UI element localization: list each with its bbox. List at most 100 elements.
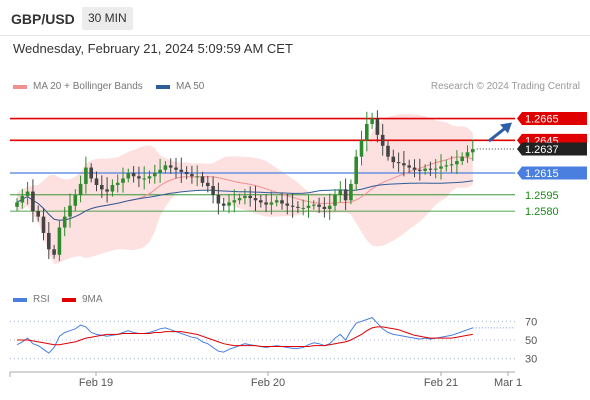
candle-body [407,165,411,168]
research-credit: Research © 2024 Trading Central [430,81,580,92]
candle-body [57,227,62,255]
candle-body [200,176,205,183]
candle-body [243,195,247,199]
candle-body [94,178,99,186]
candle-body [380,134,385,146]
legend-9ma: 9MA [62,294,103,305]
candle-body [31,191,35,212]
candle-body [391,156,396,163]
candle-body [259,200,263,203]
candle-body [78,183,83,195]
chart-header: GBP/USD 30 MIN [0,0,590,36]
candle-body [20,195,25,203]
legend-rsi-label: RSI [33,294,50,305]
candle-body [84,167,88,184]
candle-body [126,173,131,179]
candle-body [396,162,401,164]
candle-body [460,156,464,162]
candle-body [290,205,295,207]
candle-body [343,189,348,201]
candle-body [253,198,258,201]
candle-body [423,168,427,171]
ma20-swatch [13,84,27,89]
candle-body [365,123,369,141]
candle-body [248,195,252,199]
time-tick-label: Feb 21 [424,377,458,389]
candle-body [296,206,300,208]
time-tick-label: Mar 1 [494,377,522,389]
candle-body [285,203,290,206]
level-label-bg-pivot [517,166,587,180]
candle-body [370,118,374,124]
candle-body [41,216,46,233]
candle-body [153,173,157,177]
ma50-swatch [156,84,170,89]
time-tick-label: Feb 19 [79,377,113,389]
candle-body [412,167,417,170]
candle-body [110,185,115,192]
candle-body [471,149,475,153]
level-label-current: 1.2637 [525,144,559,156]
legend-ma50-label: MA 50 [176,81,205,92]
rsi-ma-line [17,326,473,347]
legend-ma20-label: MA 20 + Bollinger Bands [33,81,143,92]
candle-body [327,205,332,209]
candle-body [142,178,146,180]
level-label-support: 1.2595 [525,190,559,202]
candle-body [105,189,109,192]
candle-body [174,167,178,170]
candle-body [158,169,162,174]
candle-body [375,118,380,135]
candle-body [147,176,152,179]
rsi-swatch [13,297,27,302]
datetime-label: Wednesday, February 21, 2024 5:09:59 AM … [13,41,293,56]
candle-body [349,183,353,201]
candle-body [338,189,343,195]
candle-body [73,194,78,206]
level-label-support: 1.2580 [525,206,559,218]
candle-body [237,198,242,201]
candle-body [264,202,268,205]
candle-body [216,194,221,204]
candle-body [301,207,305,209]
candle-body [333,194,337,206]
level-label-bg-resistance [517,112,587,126]
projection-arrow-head [500,122,512,134]
time-tick-label: Feb 20 [251,377,285,389]
candle-body [444,165,449,167]
candle-body [137,176,141,179]
candle-body [306,205,311,208]
candle-body [386,145,390,157]
rsi-tick-label: 70 [525,316,537,328]
candle-body [25,191,30,196]
candle-body [354,156,358,184]
candle-body [89,167,93,179]
candle-body [36,211,40,217]
timeframe-badge[interactable]: 30 MIN [82,7,133,30]
rsi-tick-label: 30 [525,354,537,366]
level-label-pivot: 1.2615 [525,168,559,180]
candle-body [206,182,210,187]
candle-body [221,203,226,206]
rsi-line [16,317,473,354]
level-label-bg-current [517,142,587,156]
candle-body [428,168,433,170]
candle-body [121,178,125,183]
candle-body [274,200,279,203]
candle-body [232,200,237,203]
candle-body [317,204,321,207]
candle-body [100,185,104,190]
candle-body [184,171,189,175]
candle-body [62,216,67,228]
candle-body [449,164,454,166]
candle-body [163,165,168,170]
candle-body [433,168,438,170]
candle-body [15,202,19,207]
legend-rsi: RSI [13,294,50,305]
candle-body [455,161,459,165]
candle-body [211,186,215,195]
candle-body [418,169,422,171]
9ma-swatch [62,297,76,302]
candle-body [322,206,327,209]
